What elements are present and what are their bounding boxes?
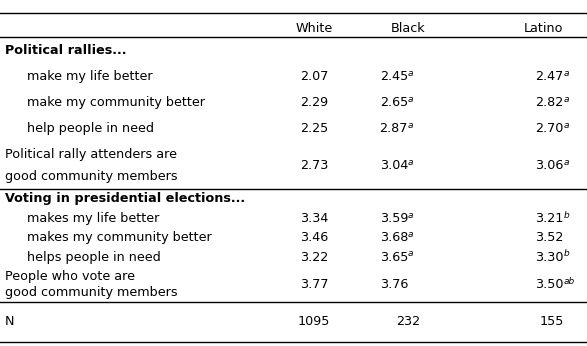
Text: 3.34: 3.34: [300, 212, 328, 225]
Text: 2.87: 2.87: [380, 122, 408, 135]
Text: 2.65: 2.65: [380, 96, 408, 109]
Text: Voting in presidential elections...: Voting in presidential elections...: [5, 192, 245, 206]
Text: help people in need: help people in need: [27, 122, 154, 135]
Text: 1095: 1095: [298, 315, 330, 328]
Text: a: a: [408, 95, 413, 104]
Text: b: b: [564, 211, 569, 220]
Text: 2.45: 2.45: [380, 70, 408, 83]
Text: a: a: [408, 121, 413, 130]
Text: 3.21: 3.21: [535, 212, 564, 225]
Text: make my community better: make my community better: [27, 96, 205, 109]
Text: good community members: good community members: [5, 170, 177, 183]
Text: Political rally attenders are: Political rally attenders are: [5, 148, 177, 161]
Text: People who vote are: People who vote are: [5, 270, 134, 283]
Text: makes my community better: makes my community better: [27, 231, 212, 244]
Text: Latino: Latino: [524, 22, 564, 35]
Text: 3.50: 3.50: [535, 278, 564, 291]
Text: 3.77: 3.77: [300, 278, 328, 291]
Text: White: White: [295, 22, 333, 35]
Text: 3.22: 3.22: [300, 251, 328, 264]
Text: a: a: [408, 249, 413, 258]
Text: N: N: [5, 315, 14, 328]
Text: a: a: [564, 158, 569, 167]
Text: a: a: [564, 121, 569, 130]
Text: 3.06: 3.06: [535, 159, 564, 172]
Text: makes my life better: makes my life better: [27, 212, 160, 225]
Text: 3.52: 3.52: [535, 231, 564, 244]
Text: ab: ab: [564, 276, 575, 285]
Text: 3.76: 3.76: [380, 278, 408, 291]
Text: 3.65: 3.65: [380, 251, 408, 264]
Text: 155: 155: [539, 315, 564, 328]
Text: 2.29: 2.29: [300, 96, 328, 109]
Text: 3.04: 3.04: [380, 159, 408, 172]
Text: 3.68: 3.68: [380, 231, 408, 244]
Text: 2.25: 2.25: [300, 122, 328, 135]
Text: 2.73: 2.73: [300, 159, 328, 172]
Text: b: b: [564, 249, 569, 258]
Text: 2.82: 2.82: [535, 96, 564, 109]
Text: a: a: [408, 230, 413, 239]
Text: 232: 232: [396, 315, 420, 328]
Text: helps people in need: helps people in need: [27, 251, 161, 264]
Text: 3.59: 3.59: [380, 212, 408, 225]
Text: 3.46: 3.46: [300, 231, 328, 244]
Text: Political rallies...: Political rallies...: [5, 44, 126, 57]
Text: 2.70: 2.70: [535, 122, 564, 135]
Text: a: a: [408, 211, 413, 220]
Text: a: a: [564, 95, 569, 104]
Text: Black: Black: [391, 22, 425, 35]
Text: a: a: [408, 69, 413, 78]
Text: a: a: [564, 69, 569, 78]
Text: 2.47: 2.47: [535, 70, 564, 83]
Text: a: a: [408, 158, 413, 167]
Text: 3.30: 3.30: [535, 251, 564, 264]
Text: good community members: good community members: [5, 286, 177, 299]
Text: 2.07: 2.07: [300, 70, 328, 83]
Text: make my life better: make my life better: [27, 70, 153, 83]
